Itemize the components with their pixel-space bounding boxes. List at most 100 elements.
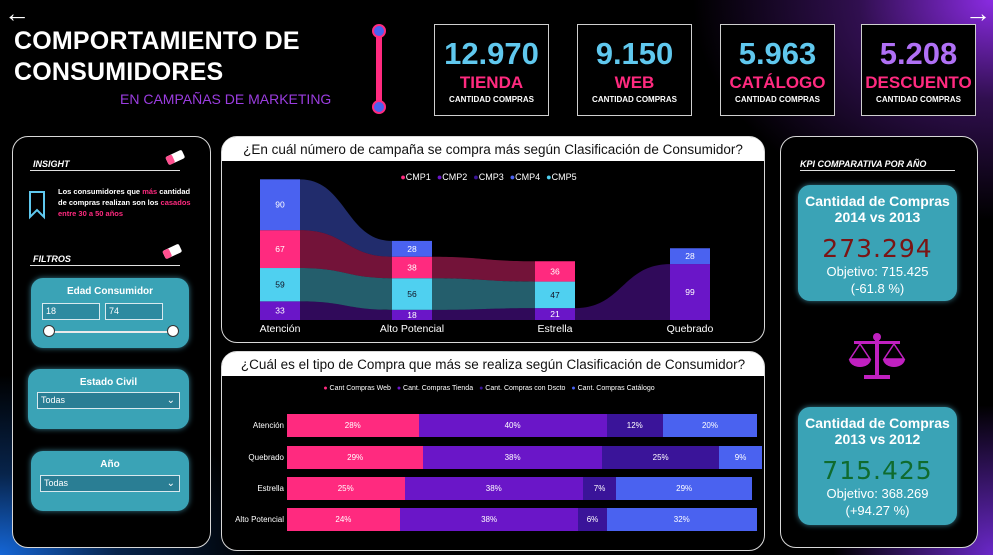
column-cmp4-0 bbox=[260, 179, 300, 231]
legend-item-cmp1: ●CMP1 bbox=[400, 172, 431, 182]
age-min-input[interactable]: 18 bbox=[42, 303, 100, 320]
filters-heading: FILTROS bbox=[33, 254, 71, 264]
bar-segment-3-2: 6% bbox=[578, 508, 607, 531]
campaign-chart-legend: ●CMP1 ●CMP2 ●CMP3 ●CMP4 ●CMP5 bbox=[0, 172, 988, 182]
column-cmp5-1 bbox=[392, 278, 432, 310]
kpi-descuento: 5.208 DESCUENTO CANTIDAD COMPRAS bbox=[861, 24, 976, 116]
legend-item-cmp2: ●CMP2 bbox=[436, 172, 468, 182]
campaign-ribbon-chart: 33 59 67 90 Atención 18 56 38 28 Alto Potencial 21… bbox=[260, 179, 714, 335]
year-filter-title: Año bbox=[100, 459, 120, 470]
kpi-card-1-delta: (-61.8 %) bbox=[850, 281, 905, 296]
column-label-cmp4-3: 28 bbox=[685, 251, 695, 261]
column-label-cmp5-1: 56 bbox=[407, 289, 417, 299]
column-cmp2-3 bbox=[670, 264, 710, 320]
civil-filter-title: Estado Civil bbox=[79, 377, 138, 388]
column-label-cmp5-2: 47 bbox=[550, 290, 560, 300]
category-label-0: Atención bbox=[260, 323, 301, 335]
eraser-icon[interactable] bbox=[163, 148, 187, 166]
civil-status-dropdown[interactable]: Todas ⌄ bbox=[37, 392, 180, 409]
age-slider-min-handle[interactable] bbox=[43, 325, 55, 337]
column-cmp2-2 bbox=[535, 308, 575, 320]
category-label-1: Alto Potencial bbox=[380, 323, 444, 335]
bar-segment-1-1: 38% bbox=[423, 446, 602, 469]
legend-item-cmp3: ●CMP3 bbox=[473, 172, 504, 182]
column-cmp1-1 bbox=[392, 256, 432, 279]
bar-segment-0-2: 12% bbox=[606, 414, 663, 437]
column-label-cmp4-1: 28 bbox=[407, 244, 417, 254]
kpi-card-2014-vs-2013: Cantidad de Compras 2014 vs 2013 273.294 … bbox=[798, 185, 957, 301]
column-cmp4-1 bbox=[392, 240, 432, 257]
kpi-card-1-value: 273.294 bbox=[822, 234, 933, 263]
age-filter-title: Edad Consumidor bbox=[66, 286, 154, 297]
age-slider-max-handle[interactable] bbox=[167, 325, 179, 337]
bar-segment-3-1: 38% bbox=[399, 508, 579, 531]
bar-segment-0-1: 40% bbox=[418, 414, 607, 437]
back-arrow-icon[interactable]: ← bbox=[4, 0, 30, 28]
eraser-icon-2[interactable] bbox=[160, 242, 184, 260]
bookmark-icon bbox=[29, 191, 45, 220]
column-label-cmp1-1: 38 bbox=[407, 262, 417, 272]
legend2-item-2: ● Cant. Compras con Dscto bbox=[479, 385, 566, 392]
kpi-compare-heading: KPI COMPARATIVA POR AÑO bbox=[800, 159, 927, 169]
forward-arrow-icon[interactable]: → bbox=[965, 0, 991, 28]
column-cmp5-0 bbox=[260, 268, 300, 302]
chevron-down-icon: ⌄ bbox=[166, 395, 175, 406]
ribbon-cmp2-2 bbox=[575, 264, 670, 320]
insight-text: Los consumidores que más cantidad de com… bbox=[58, 187, 191, 218]
column-cmp4-3 bbox=[670, 248, 710, 265]
kpi-card-1-objective: Objetivo: 715.425 bbox=[826, 264, 929, 279]
kpi-compare-underline bbox=[800, 170, 955, 171]
bar-segment-2-1: 38% bbox=[404, 477, 584, 500]
kpi-card-1-title: Cantidad de Compras 2014 vs 2013 bbox=[805, 193, 950, 225]
column-cmp2-1 bbox=[392, 309, 432, 320]
kpi-card-2-objective: Objetivo: 368.269 bbox=[826, 486, 929, 501]
column-label-cmp2-2: 21 bbox=[550, 309, 560, 319]
bar-segment-3-3: 32% bbox=[606, 508, 757, 531]
kpi-catalogo: 5.963 CATÁLOGO CANTIDAD COMPRAS bbox=[720, 24, 835, 116]
kpi-web: 9.150 WEB CANTIDAD COMPRAS bbox=[577, 24, 692, 116]
column-label-cmp1-0: 67 bbox=[275, 244, 285, 254]
column-label-cmp2-1: 18 bbox=[407, 310, 417, 320]
page-title: COMPORTAMIENTO DE CONSUMIDORES bbox=[14, 27, 300, 86]
insight-underline bbox=[30, 170, 180, 171]
bar-segment-0-0: 28% bbox=[287, 414, 419, 437]
ribbon-cmp1-0 bbox=[300, 230, 392, 279]
bar-segment-0-3: 20% bbox=[663, 414, 757, 437]
column-label-cmp2-3: 99 bbox=[685, 287, 695, 297]
column-label-cmp2-0: 33 bbox=[275, 306, 285, 316]
ribbon-cmp5-1 bbox=[432, 278, 535, 310]
category-label-3: Quebrado bbox=[667, 323, 714, 335]
ribbon-cmp2-1 bbox=[432, 308, 535, 320]
column-label-cmp5-0: 59 bbox=[275, 280, 285, 290]
ribbon-cmp4-0 bbox=[300, 179, 392, 257]
ribbon-cmp1-1 bbox=[432, 256, 535, 282]
bar-segment-3-0: 24% bbox=[287, 508, 400, 531]
legend2-item-1: ● Cant. Compras Tienda bbox=[396, 385, 474, 392]
bar-segment-1-0: 29% bbox=[287, 446, 424, 469]
bar-category-label-2: Estrella bbox=[257, 484, 284, 493]
column-cmp5-2 bbox=[535, 281, 575, 309]
bar-category-label-3: Alto Potencial bbox=[235, 515, 284, 524]
ribbon-cmp5-0 bbox=[300, 268, 392, 310]
legend-item-cmp4: ●CMP4 bbox=[509, 172, 541, 182]
legend-item-cmp5: ●CMP5 bbox=[546, 172, 577, 182]
campaign-chart-panel: ¿En cuál número de campaña se compra más… bbox=[221, 136, 765, 343]
age-max-input[interactable]: 74 bbox=[105, 303, 163, 320]
age-slider-track[interactable] bbox=[49, 331, 174, 333]
column-cmp1-2 bbox=[535, 261, 575, 282]
column-label-cmp4-0: 90 bbox=[275, 200, 285, 210]
purchase-type-chart-title: ¿Cuál es el tipo de Compra que más se re… bbox=[222, 352, 764, 376]
category-label-2: Estrella bbox=[537, 323, 572, 335]
bar-segment-2-3: 29% bbox=[616, 477, 753, 500]
decor-slider-icon bbox=[372, 24, 386, 114]
insight-heading: INSIGHT bbox=[33, 159, 70, 169]
kpi-tienda: 12.970 TIENDA CANTIDAD COMPRAS bbox=[434, 24, 549, 116]
kpi-card-2-value: 715.425 bbox=[822, 456, 933, 485]
legend2-item-3: ● Cant. Compras Catálogo bbox=[571, 385, 655, 392]
bar-segment-2-0: 25% bbox=[287, 477, 405, 500]
year-dropdown[interactable]: Todas ⌄ bbox=[40, 475, 180, 492]
bar-category-label-0: Atención bbox=[252, 421, 284, 430]
scale-icon bbox=[848, 333, 906, 379]
column-label-cmp1-2: 36 bbox=[550, 266, 560, 276]
bar-category-label-1: Quebrado bbox=[248, 453, 284, 462]
